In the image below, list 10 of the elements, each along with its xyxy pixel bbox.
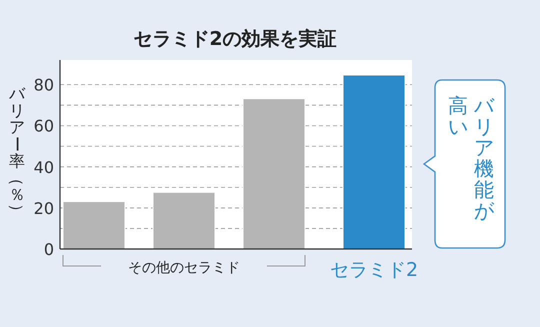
y-tick-label: 60 — [34, 116, 54, 136]
x-tick-label: セラミド2 — [330, 259, 418, 281]
y-tick-label: 20 — [34, 198, 54, 218]
y-tick-label: 0 — [44, 240, 54, 259]
text: その他のセラミド — [128, 260, 240, 276]
chart-title: セラミド2の効果を実証 — [133, 28, 337, 50]
y-tick-label: 80 — [34, 76, 54, 95]
callout: バリア機能が 高い — [423, 79, 506, 249]
y-tick-label: 40 — [34, 158, 54, 177]
y-axis-title: バリアー率（％） — [7, 84, 26, 220]
